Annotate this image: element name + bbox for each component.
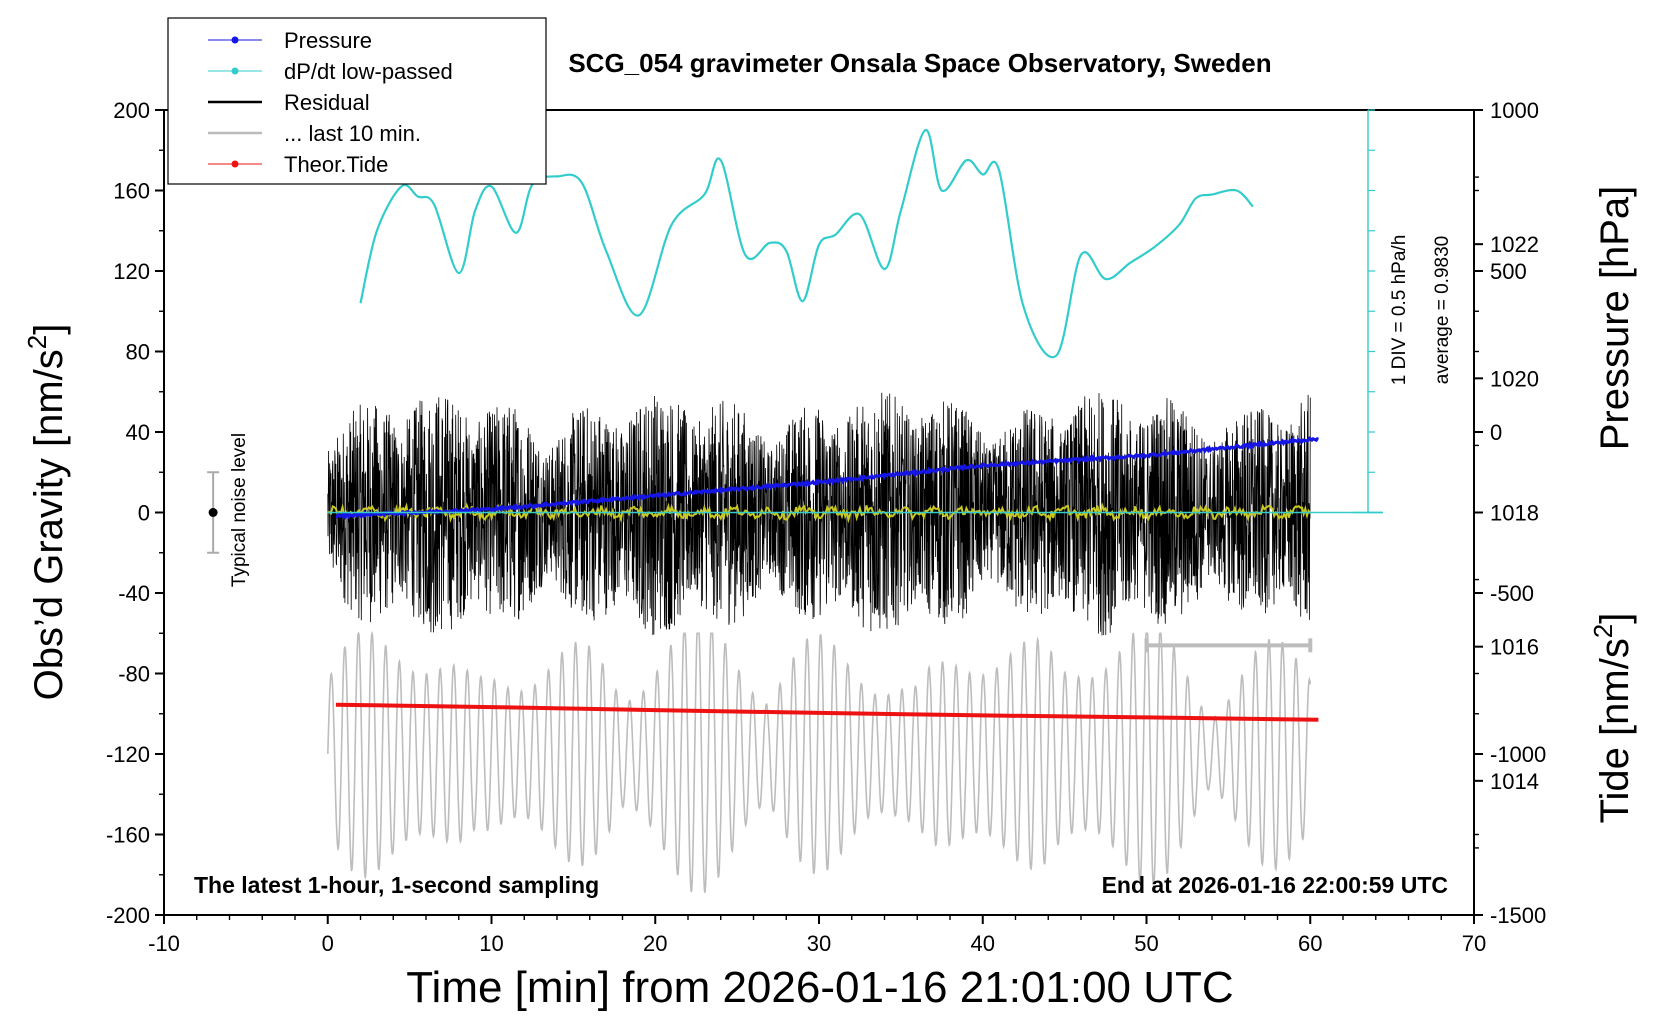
x-tick-label: 60 xyxy=(1298,931,1322,956)
pressure-tick-label: 1014 xyxy=(1490,769,1539,794)
y-tick-label: -160 xyxy=(106,823,150,848)
x-tick-label: 50 xyxy=(1134,931,1158,956)
legend-marker xyxy=(231,160,239,168)
last-10-min-series xyxy=(327,630,1312,893)
tide-axis-label-sup: 2 xyxy=(1588,624,1618,638)
last-10-min-line xyxy=(327,630,1312,893)
average-label: average = 0.9830 xyxy=(1432,236,1453,384)
last-10-min-span-bar xyxy=(1144,638,1313,653)
y-axis-label-sup: 2 xyxy=(22,335,52,349)
theor-tide-series xyxy=(335,702,1319,722)
dpdt-scale-label: 1 DIV = 0.5 hPa/h xyxy=(1389,235,1410,386)
x-tick-label: -10 xyxy=(148,931,180,956)
tide-tick-label: 0 xyxy=(1490,420,1502,445)
end-time-note: End at 2026-01-16 22:00:59 UTC xyxy=(1102,872,1448,898)
theor-tide-line xyxy=(335,702,1319,722)
y-axis-gravity: 200 160 120 80 40 0 -40 -80 -120 -160 -200 xyxy=(106,98,164,928)
y-tick-label: 120 xyxy=(113,259,150,284)
dpdt-series xyxy=(359,128,1254,359)
dpdt-line xyxy=(359,128,1254,359)
y-axis-tide: 1000 500 0 -500 -1000 -1500 xyxy=(1474,98,1546,928)
x-axis: -10 0 10 20 30 40 50 60 70 xyxy=(148,915,1486,956)
x-tick-label: 70 xyxy=(1462,931,1486,956)
x-tick-label: 40 xyxy=(971,931,995,956)
pressure-tick-label: 1016 xyxy=(1490,635,1539,660)
tide-axis-label-close: ] xyxy=(1593,613,1637,624)
pressure-series xyxy=(335,436,1319,521)
x-axis-label: Time [min] from 2026-01-16 21:01:00 UTC xyxy=(406,963,1233,1012)
y-tick-label: -200 xyxy=(106,903,150,928)
tide-tick-label: 500 xyxy=(1490,259,1527,284)
noise-center-dot xyxy=(208,508,218,517)
legend-marker xyxy=(231,67,239,75)
x-tick-label: 20 xyxy=(643,931,667,956)
legend-label: ... last 10 min. xyxy=(284,121,421,146)
x-tick-label: 30 xyxy=(807,931,831,956)
residual-smoothed-line xyxy=(327,501,1312,524)
y-tick-label: 0 xyxy=(138,501,150,526)
sampling-note: The latest 1-hour, 1-second sampling xyxy=(194,872,599,898)
noise-level-indicator xyxy=(207,471,220,554)
dpdt-scale-ruler xyxy=(327,109,1383,514)
legend-label: dP/dt low-passed xyxy=(284,59,453,84)
tide-tick-label: -1000 xyxy=(1490,742,1546,767)
tide-axis-label: Tide [nm/s2] xyxy=(1588,613,1637,824)
y-axis-pressure: 1022 1020 1018 1016 1014 xyxy=(1474,176,1539,849)
pressure-axis-label: Pressure [hPa] xyxy=(1593,186,1637,451)
legend-label: Theor.Tide xyxy=(284,152,388,177)
tide-tick-label: -500 xyxy=(1490,581,1534,606)
legend-marker xyxy=(231,36,239,44)
y-tick-label: -120 xyxy=(106,742,150,767)
y-tick-label: -80 xyxy=(118,662,150,687)
y-tick-label: -40 xyxy=(118,581,150,606)
y-axis-label-close: ] xyxy=(27,324,71,335)
pressure-tick-label: 1022 xyxy=(1490,232,1539,257)
y-tick-label: 200 xyxy=(113,98,150,123)
residual-smoothed-path xyxy=(327,501,1312,524)
legend: Pressure dP/dt low-passed Residual ... last… xyxy=(167,17,547,185)
pressure-tick-label: 1018 xyxy=(1490,501,1539,526)
legend-label: Residual xyxy=(284,90,370,115)
y-axis-label: Obs’d Gravity [nm/s2] xyxy=(22,324,71,701)
residual-series xyxy=(327,392,1311,636)
legend-label: Pressure xyxy=(284,28,372,53)
residual-line xyxy=(327,392,1311,636)
pressure-tick-label: 1020 xyxy=(1490,366,1539,391)
tide-tick-label: -1500 xyxy=(1490,903,1546,928)
pressure-line xyxy=(335,436,1319,521)
x-tick-label: 0 xyxy=(322,931,334,956)
y-tick-label: 80 xyxy=(126,340,150,365)
chart-title: SCG_054 gravimeter Onsala Space Observat… xyxy=(568,48,1271,78)
tide-tick-label: 1000 xyxy=(1490,98,1539,123)
y-tick-label: 40 xyxy=(126,420,150,445)
x-tick-label: 10 xyxy=(479,931,503,956)
noise-level-label: Typical noise level xyxy=(229,433,250,587)
y-tick-label: 160 xyxy=(113,179,150,204)
